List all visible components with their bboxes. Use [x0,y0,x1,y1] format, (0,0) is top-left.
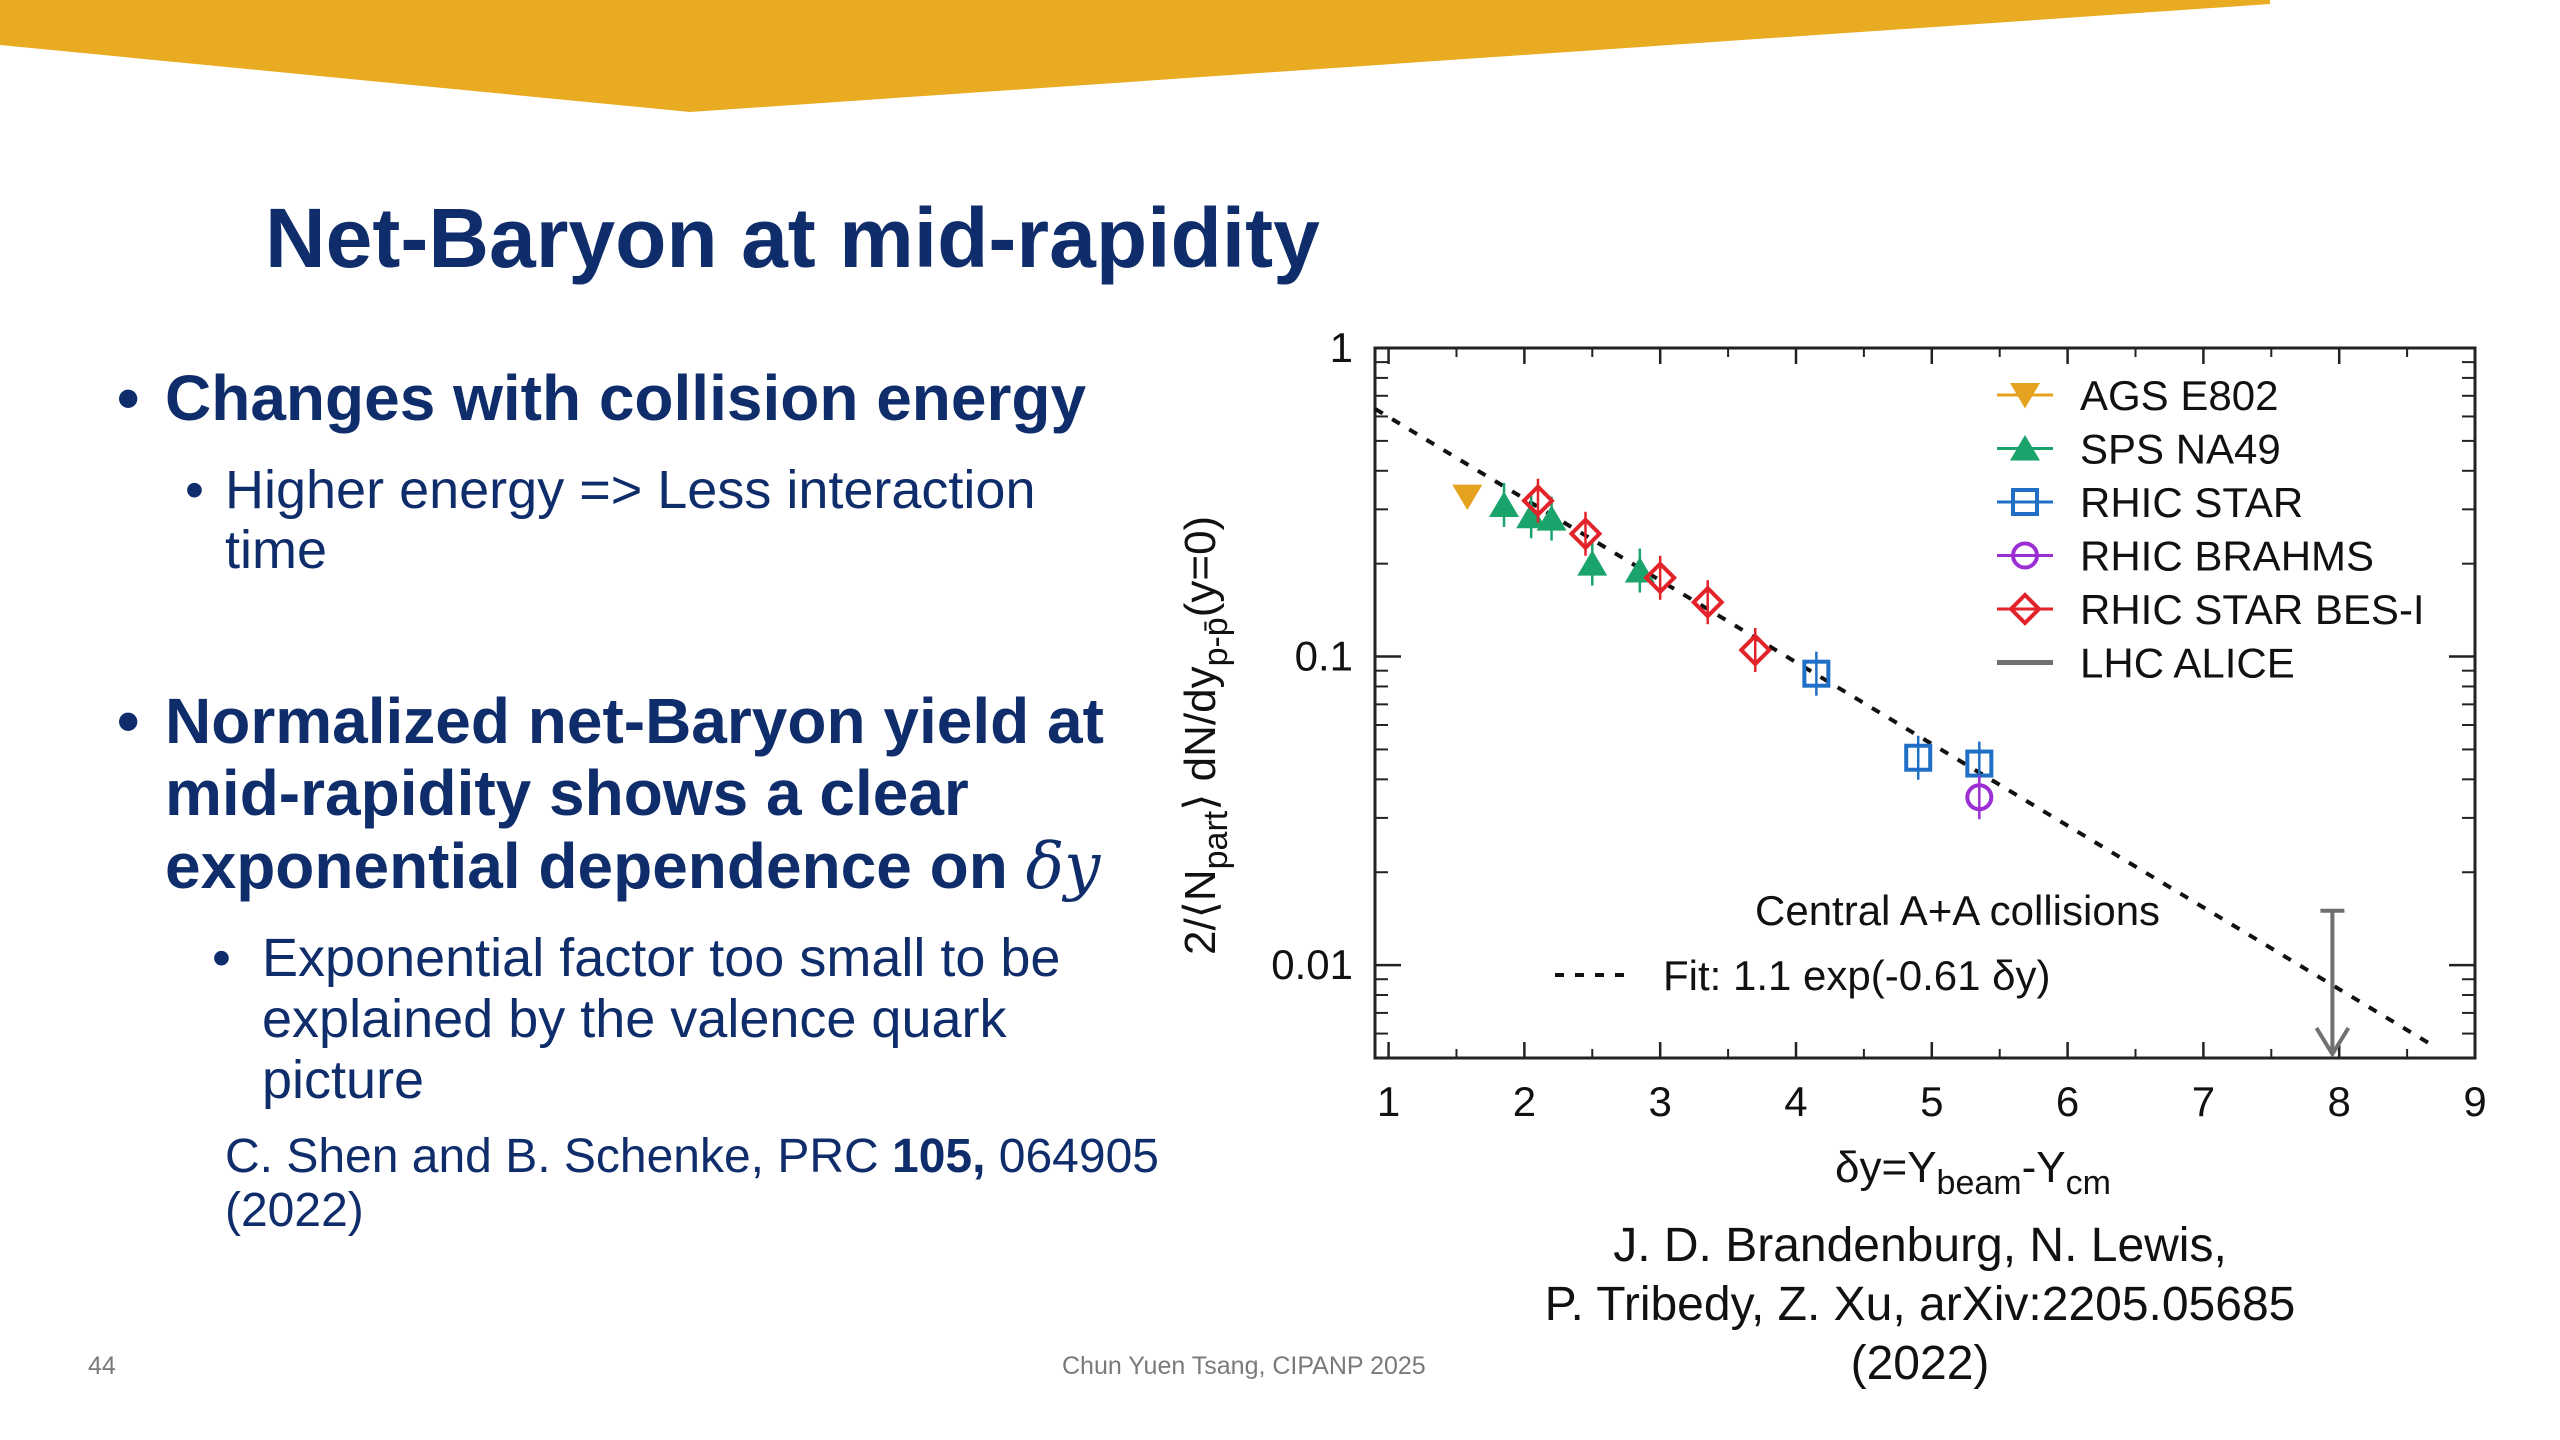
net-baryon-chart: AGS E802 SPS NA49 RHIC STAR RHIC BRAHMS RHIC… [1176,324,2487,1200]
chart-citation: J. D. Brandenburg, N. Lewis, P. Tribedy,… [1480,1216,2360,1393]
reference-authors: C. Shen and B. Schenke, PRC [225,1130,893,1183]
y-tick-label: 0.01 [1271,941,1353,988]
x-tick-label: 1 [1377,1078,1400,1125]
sub-bullet-dot: • [185,460,204,520]
data-point [1738,633,1773,667]
x-tick-label: 7 [2192,1078,2215,1125]
bullet-dot: • [117,685,140,757]
data-point [1577,550,1608,576]
sub-bullet-exp-line3: picture [262,1050,425,1110]
data-point [1643,560,1678,595]
data-point [1624,557,1655,583]
header-banner [0,0,2270,112]
sub-bullet-energy-line1: Higher energy => Less interaction [225,460,1036,520]
data-point [1904,743,1933,772]
chart-annotation: Central A+A collisions [1755,887,2160,934]
x-tick-label: 6 [2056,1078,2079,1125]
alice-arrow-head [2314,1026,2351,1058]
citation-line1: J. D. Brandenburg, N. Lewis, [1613,1219,2227,1272]
y-axis-label: 2/⟨Npart⟩ dN/dyp-p̄(y=0) [1176,516,1235,955]
sub-bullet-exp-line1: Exponential factor too small to be [262,928,1061,988]
x-tick-label: 9 [2463,1078,2486,1125]
x-tick-label: 3 [1649,1078,1672,1125]
citation-line3: (2022) [1850,1337,1990,1390]
sub-bullet-exp-line2: explained by the valence quark [262,989,1007,1049]
x-axis-label: δy=Ybeam-Ycm [1835,1143,2111,1200]
legend-label: RHIC BRAHMS [2080,533,2374,580]
bullet-normalized-line3: exponential dependence on δy [165,830,1100,904]
footer-text: Chun Yuen Tsang, CIPANP 2025 [1062,1352,1426,1380]
citation-line2: P. Tribedy, Z. Xu, arXiv:2205.05685 [1544,1278,2296,1331]
legend-label: AGS E802 [2080,372,2278,419]
fit-legend-label: Fit: 1.1 exp(-0.61 δy) [1663,952,2051,999]
legend-marker [2011,541,2039,570]
x-tick-label: 5 [1920,1078,1943,1125]
legend-marker [2010,383,2040,409]
y-tick-label: 1 [1330,324,1353,371]
bullet-normalized-line1: Normalized net-Baryon yield at [165,685,1104,757]
data-point [1568,516,1603,551]
reference-year: (2022) [225,1184,364,1237]
x-tick-label: 2 [1513,1078,1536,1125]
data-point [1802,659,1831,688]
reference: C. Shen and B. Schenke, PRC 105, 064905 … [225,1130,1205,1238]
page-number: 44 [88,1352,116,1380]
reference-volume: 105, [892,1130,986,1183]
reference-rest: 064905 [985,1130,1159,1183]
data-point [1690,585,1725,620]
slide-title: Net-Baryon at mid-rapidity [265,191,1320,285]
x-tick-label: 8 [2328,1078,2351,1125]
delta-y-symbol: δy [1025,830,1101,904]
data-point [1965,783,1994,812]
legend-label: LHC ALICE [2080,640,2295,687]
sub-bullet-energy-line2: time [225,520,328,580]
legend-marker [2011,488,2039,516]
sub-bullet-dot: • [212,928,231,988]
x-tick-label: 4 [1784,1078,1807,1125]
data-point [1489,491,1520,517]
bullet-normalized-text: exponential dependence on [165,830,1026,902]
bullet-normalized-line2: mid-rapidity shows a clear [165,757,969,829]
plot-frame [1373,346,2477,1060]
y-tick-label: 0.1 [1295,633,1353,680]
legend-label: SPS NA49 [2080,426,2281,473]
bullet-dot: • [117,362,140,434]
legend-marker [2008,592,2042,626]
legend-label: RHIC STAR [2080,479,2303,526]
legend-label: RHIC STAR BES-I [2080,586,2425,633]
bullet-collision-energy: Changes with collision energy [165,362,1087,434]
data-point [1536,505,1567,531]
data-point [1521,483,1555,518]
legend-marker [2010,435,2040,461]
data-point [1452,484,1483,511]
